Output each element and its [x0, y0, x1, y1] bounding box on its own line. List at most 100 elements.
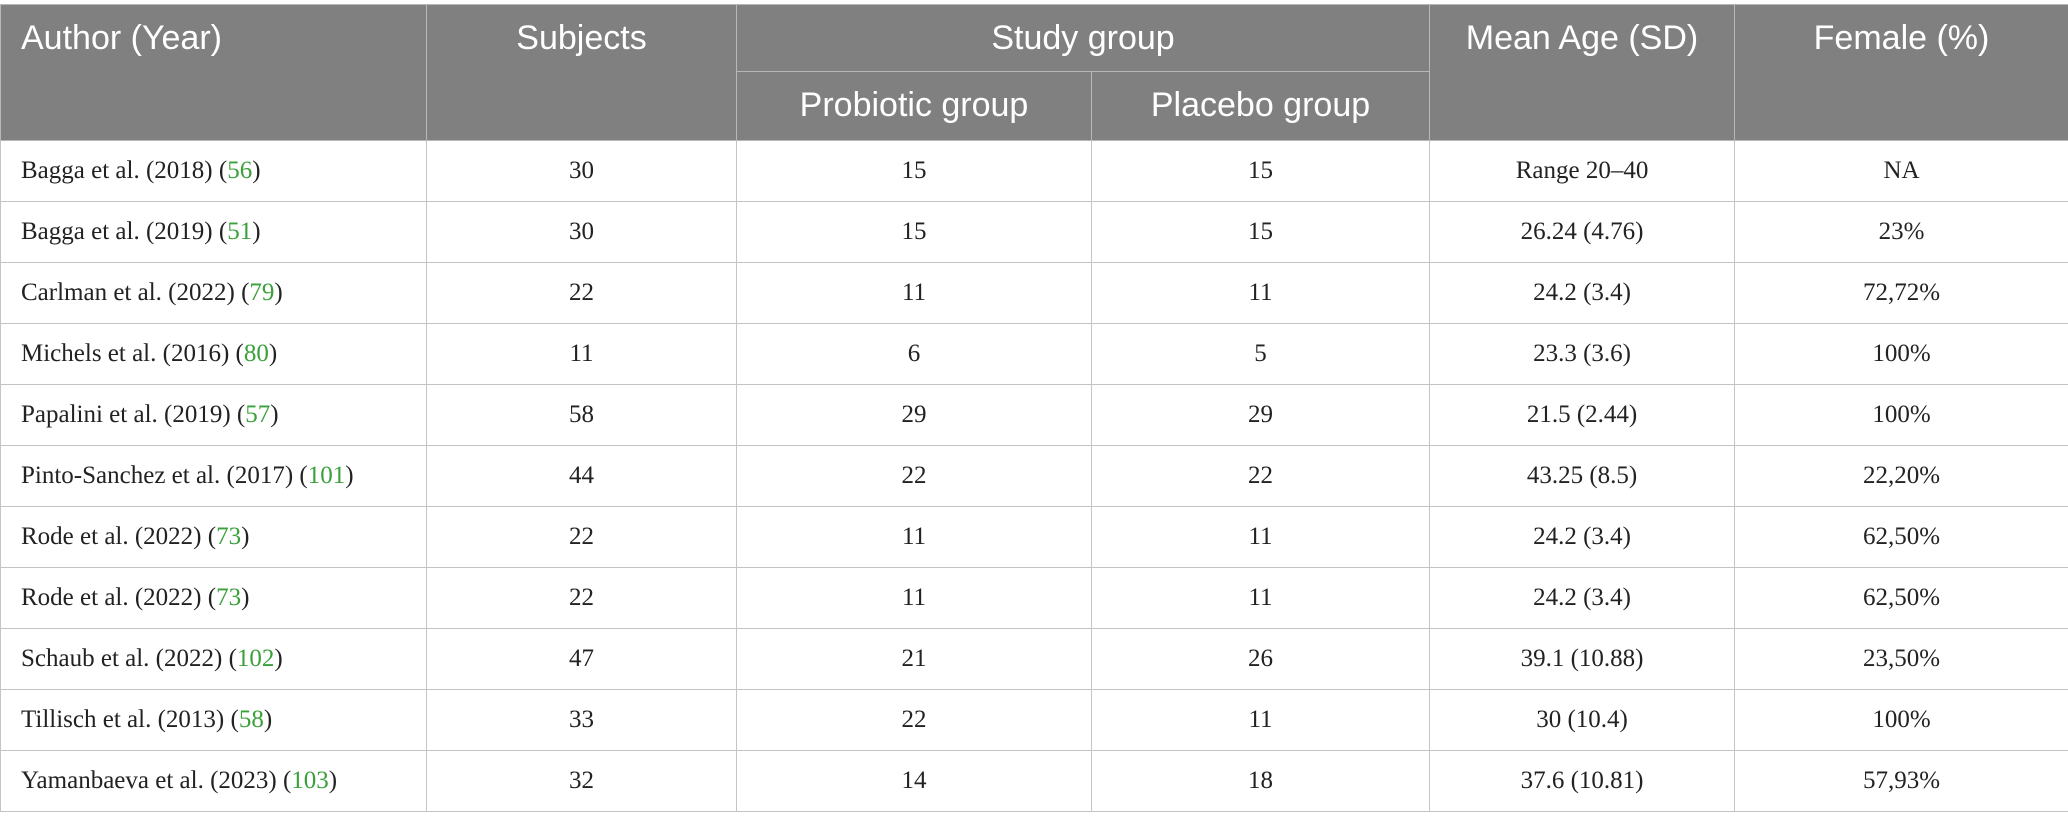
cell-placebo: 11 [1092, 690, 1430, 751]
cell-placebo: 26 [1092, 629, 1430, 690]
cell-author: Bagga et al. (2018) (56) [1, 141, 427, 202]
cell-mean-age: 21.5 (2.44) [1430, 385, 1735, 446]
cell-probiotic: 6 [737, 324, 1092, 385]
cell-probiotic: 29 [737, 385, 1092, 446]
cell-probiotic: 22 [737, 446, 1092, 507]
cell-female: 62,50% [1735, 507, 2068, 568]
cell-female: 100% [1735, 324, 2068, 385]
reference-link[interactable]: 57 [245, 401, 270, 428]
cell-subjects: 11 [427, 324, 737, 385]
author-name: Bagga et al. (2018) [21, 157, 213, 184]
header-study-group: Study group [737, 5, 1430, 72]
author-name: Schaub et al. (2022) [21, 645, 222, 672]
cell-placebo: 15 [1092, 141, 1430, 202]
cell-mean-age: 26.24 (4.76) [1430, 202, 1735, 263]
cell-probiotic: 15 [737, 202, 1092, 263]
cell-probiotic: 11 [737, 568, 1092, 629]
cell-author: Rode et al. (2022) (73) [1, 507, 427, 568]
cell-placebo: 22 [1092, 446, 1430, 507]
cell-mean-age: 24.2 (3.4) [1430, 507, 1735, 568]
cell-author: Papalini et al. (2019) (57) [1, 385, 427, 446]
author-name: Bagga et al. (2019) [21, 218, 213, 245]
cell-subjects: 44 [427, 446, 737, 507]
reference-link[interactable]: 80 [244, 340, 269, 367]
cell-author: Schaub et al. (2022) (102) [1, 629, 427, 690]
cell-probiotic: 22 [737, 690, 1092, 751]
cell-subjects: 30 [427, 141, 737, 202]
cell-subjects: 33 [427, 690, 737, 751]
cell-probiotic: 15 [737, 141, 1092, 202]
cell-female: NA [1735, 141, 2068, 202]
reference-link[interactable]: 56 [227, 157, 252, 184]
cell-placebo: 29 [1092, 385, 1430, 446]
cell-subjects: 30 [427, 202, 737, 263]
author-name: Rode et al. (2022) [21, 584, 202, 611]
table-header: Author (Year) Subjects Study group Mean … [1, 5, 2068, 141]
cell-female: 57,93% [1735, 751, 2068, 812]
cell-author: Yamanbaeva et al. (2023) (103) [1, 751, 427, 812]
reference-link[interactable]: 51 [227, 218, 252, 245]
reference-link[interactable]: 103 [291, 767, 329, 794]
cell-mean-age: 37.6 (10.81) [1430, 751, 1735, 812]
reference-link[interactable]: 73 [216, 523, 241, 550]
author-name: Rode et al. (2022) [21, 523, 202, 550]
cell-mean-age: 23.3 (3.6) [1430, 324, 1735, 385]
cell-author: Michels et al. (2016) (80) [1, 324, 427, 385]
cell-mean-age: 43.25 (8.5) [1430, 446, 1735, 507]
header-placebo-group: Placebo group [1092, 72, 1430, 141]
cell-mean-age: 39.1 (10.88) [1430, 629, 1735, 690]
author-name: Papalini et al. (2019) [21, 401, 231, 428]
cell-placebo: 11 [1092, 507, 1430, 568]
cell-subjects: 58 [427, 385, 737, 446]
cell-probiotic: 11 [737, 507, 1092, 568]
cell-author: Rode et al. (2022) (73) [1, 568, 427, 629]
cell-probiotic: 21 [737, 629, 1092, 690]
cell-probiotic: 11 [737, 263, 1092, 324]
cell-mean-age: 24.2 (3.4) [1430, 568, 1735, 629]
cell-subjects: 22 [427, 263, 737, 324]
header-mean-age: Mean Age (SD) [1430, 5, 1735, 141]
cell-mean-age: 24.2 (3.4) [1430, 263, 1735, 324]
header-female: Female (%) [1735, 5, 2068, 141]
author-name: Tillisch et al. (2013) [21, 706, 224, 733]
reference-link[interactable]: 73 [216, 584, 241, 611]
cell-female: 100% [1735, 385, 2068, 446]
cell-subjects: 22 [427, 507, 737, 568]
cell-placebo: 5 [1092, 324, 1430, 385]
cell-female: 22,20% [1735, 446, 2068, 507]
cell-probiotic: 14 [737, 751, 1092, 812]
cell-subjects: 22 [427, 568, 737, 629]
cell-female: 62,50% [1735, 568, 2068, 629]
cell-subjects: 47 [427, 629, 737, 690]
header-probiotic-group: Probiotic group [737, 72, 1092, 141]
author-name: Michels et al. (2016) [21, 340, 229, 367]
author-name: Carlman et al. (2022) [21, 279, 235, 306]
reference-link[interactable]: 101 [308, 462, 346, 489]
cell-placebo: 11 [1092, 568, 1430, 629]
cell-placebo: 11 [1092, 263, 1430, 324]
cell-author: Carlman et al. (2022) (79) [1, 263, 427, 324]
header-subjects: Subjects [427, 5, 737, 141]
cell-placebo: 18 [1092, 751, 1430, 812]
cell-author: Tillisch et al. (2013) (58) [1, 690, 427, 751]
reference-link[interactable]: 58 [239, 706, 264, 733]
header-author: Author (Year) [1, 5, 427, 141]
cell-author: Pinto-Sanchez et al. (2017) (101) [1, 446, 427, 507]
cell-placebo: 15 [1092, 202, 1430, 263]
reference-link[interactable]: 79 [249, 279, 274, 306]
reference-link[interactable]: 102 [237, 645, 275, 672]
cell-female: 23,50% [1735, 629, 2068, 690]
cell-subjects: 32 [427, 751, 737, 812]
author-name: Pinto-Sanchez et al. (2017) [21, 462, 293, 489]
